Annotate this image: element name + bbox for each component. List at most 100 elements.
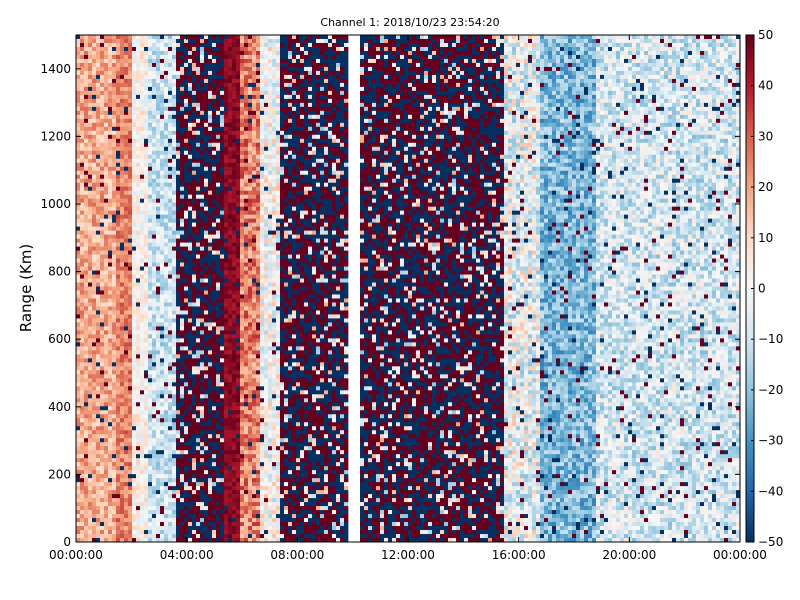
heatmap-cell [132,510,137,515]
heatmap-cell [216,286,221,291]
heatmap-cell [176,310,181,315]
heatmap-cell [96,262,101,267]
heatmap-cell [84,434,89,439]
heatmap-cell [184,470,189,475]
heatmap-cell [88,466,93,471]
heatmap-cell [180,270,185,275]
heatmap-cell [132,374,137,379]
heatmap-cell [132,82,137,88]
heatmap-cell [156,510,161,515]
heatmap-cell [112,186,117,192]
heatmap-cell [168,54,173,60]
heatmap-cell [180,402,185,407]
heatmap-cell [180,458,185,463]
heatmap-cell [108,126,113,132]
heatmap-cell [172,482,177,487]
heatmap-cell [96,58,101,64]
heatmap-cell [96,306,101,311]
heatmap-cell [168,494,173,499]
heatmap-cell [176,330,181,335]
heatmap-cell [84,158,89,164]
heatmap-cell [80,98,85,104]
heatmap-cell [92,138,97,144]
heatmap-cell [220,170,225,176]
heatmap-cell [124,430,129,435]
heatmap-cell [144,330,149,335]
heatmap-cell [216,534,221,539]
heatmap-cell [148,110,153,116]
heatmap-cell [204,35,209,40]
heatmap-cell [128,82,133,88]
heatmap-cell [96,86,101,92]
heatmap-cell [148,182,153,188]
heatmap-cell [160,438,165,443]
heatmap-cell [132,274,137,279]
heatmap-cell [96,218,101,223]
heatmap-cell [120,206,125,211]
heatmap-cell [140,326,145,331]
heatmap-cell [96,534,101,539]
heatmap-cell [208,118,213,124]
heatmap-cell [196,346,201,351]
heatmap-cell [212,402,217,407]
heatmap-cell [148,386,153,391]
heatmap-cell [148,262,153,267]
heatmap-cell [188,178,193,184]
heatmap-cell [104,234,109,239]
heatmap-cell [220,466,225,471]
heatmap-cell [192,282,197,287]
heatmap-cell [220,114,225,120]
heatmap-cell [204,146,209,152]
heatmap-cell [76,274,81,279]
heatmap-cell [88,42,93,48]
heatmap-cell [160,474,165,479]
heatmap-cell [120,258,125,263]
heatmap-cell [160,426,165,431]
heatmap-cell [80,390,85,395]
heatmap-cell [152,234,157,239]
heatmap-cell [104,450,109,455]
heatmap-cell [80,318,85,323]
heatmap-cell [124,250,129,255]
heatmap-cell [164,370,169,375]
heatmap-cell [148,414,153,419]
heatmap-cell [84,226,89,231]
heatmap-cell [216,274,221,279]
heatmap-cell [116,482,121,487]
heatmap-cell [204,186,209,192]
heatmap-cell [184,50,189,56]
heatmap-cell [128,370,133,375]
heatmap-cell [176,46,181,52]
heatmap-cell [208,90,213,96]
heatmap-cell [124,114,129,120]
heatmap-cell [164,438,169,443]
heatmap-cell [208,210,213,215]
heatmap-cell [136,146,141,152]
heatmap-cell [100,334,105,339]
heatmap-cell [76,286,81,291]
heatmap-cell [212,482,217,487]
heatmap-cell [140,98,145,104]
heatmap-cell [100,310,105,315]
heatmap-cell [88,58,93,64]
heatmap-cell [96,278,101,283]
heatmap-cell [152,462,157,467]
heatmap-cell [80,366,85,371]
heatmap-cell [176,274,181,279]
heatmap-cell [152,142,157,148]
heatmap-cell [228,118,233,124]
heatmap-cell [192,394,197,399]
heatmap-cell [152,262,157,267]
heatmap-cell [228,222,233,227]
heatmap-cell [132,394,137,399]
heatmap-cell [196,406,201,411]
heatmap-cell [208,222,213,227]
heatmap-cell [224,202,229,208]
heatmap-cell [196,410,201,415]
heatmap-cell [144,382,149,387]
heatmap-cell [204,326,209,331]
heatmap-cell [112,354,117,359]
heatmap-cell [148,158,153,164]
heatmap-cell [148,374,153,379]
heatmap-cell [124,338,129,343]
